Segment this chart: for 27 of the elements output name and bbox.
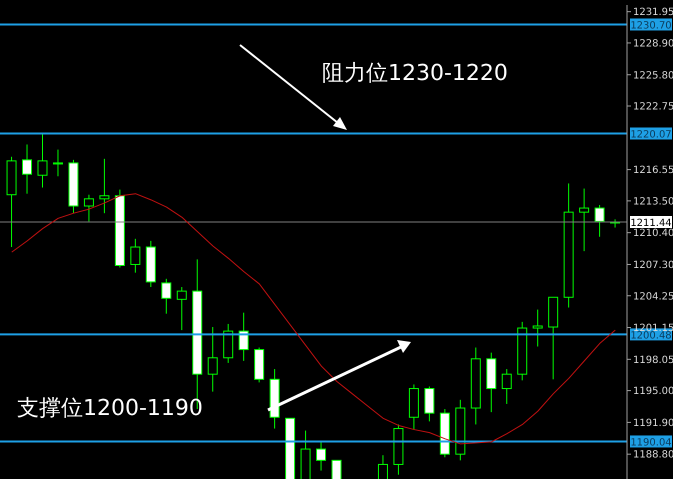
candlestick bbox=[161, 278, 172, 314]
y-tick-label: 1204.25 bbox=[633, 291, 673, 302]
ref-line-label: 1190.04 bbox=[630, 437, 672, 448]
ref-line-label: 1230.70 bbox=[630, 20, 672, 32]
candlestick bbox=[594, 204, 605, 238]
candlestick bbox=[316, 440, 326, 472]
candlestick bbox=[238, 312, 249, 362]
candlestick bbox=[176, 286, 187, 331]
candlestick bbox=[579, 188, 590, 252]
candlestick bbox=[84, 194, 94, 222]
candlestick bbox=[502, 368, 512, 404]
y-tick-label: 1231.95 bbox=[633, 7, 673, 18]
candlestick bbox=[38, 134, 48, 188]
candlestick bbox=[99, 158, 110, 214]
y-tick-label: 1216.55 bbox=[633, 165, 673, 176]
annotation: 支撑位1200-1190 bbox=[17, 395, 203, 423]
ref-line-label: 1220.07 bbox=[630, 130, 672, 140]
candlestick bbox=[532, 309, 543, 347]
candlestick bbox=[130, 238, 140, 274]
line-series bbox=[11, 193, 616, 444]
candlestick bbox=[52, 149, 63, 177]
y-tick-label: 1198.05 bbox=[633, 354, 673, 366]
ref-line-label: 1211.44 bbox=[630, 218, 672, 230]
annotation: 阻力位1230-1220 bbox=[322, 60, 508, 88]
candlestick bbox=[208, 326, 218, 392]
y-tick-label: 1222.75 bbox=[633, 102, 673, 113]
candlestick bbox=[22, 144, 32, 194]
